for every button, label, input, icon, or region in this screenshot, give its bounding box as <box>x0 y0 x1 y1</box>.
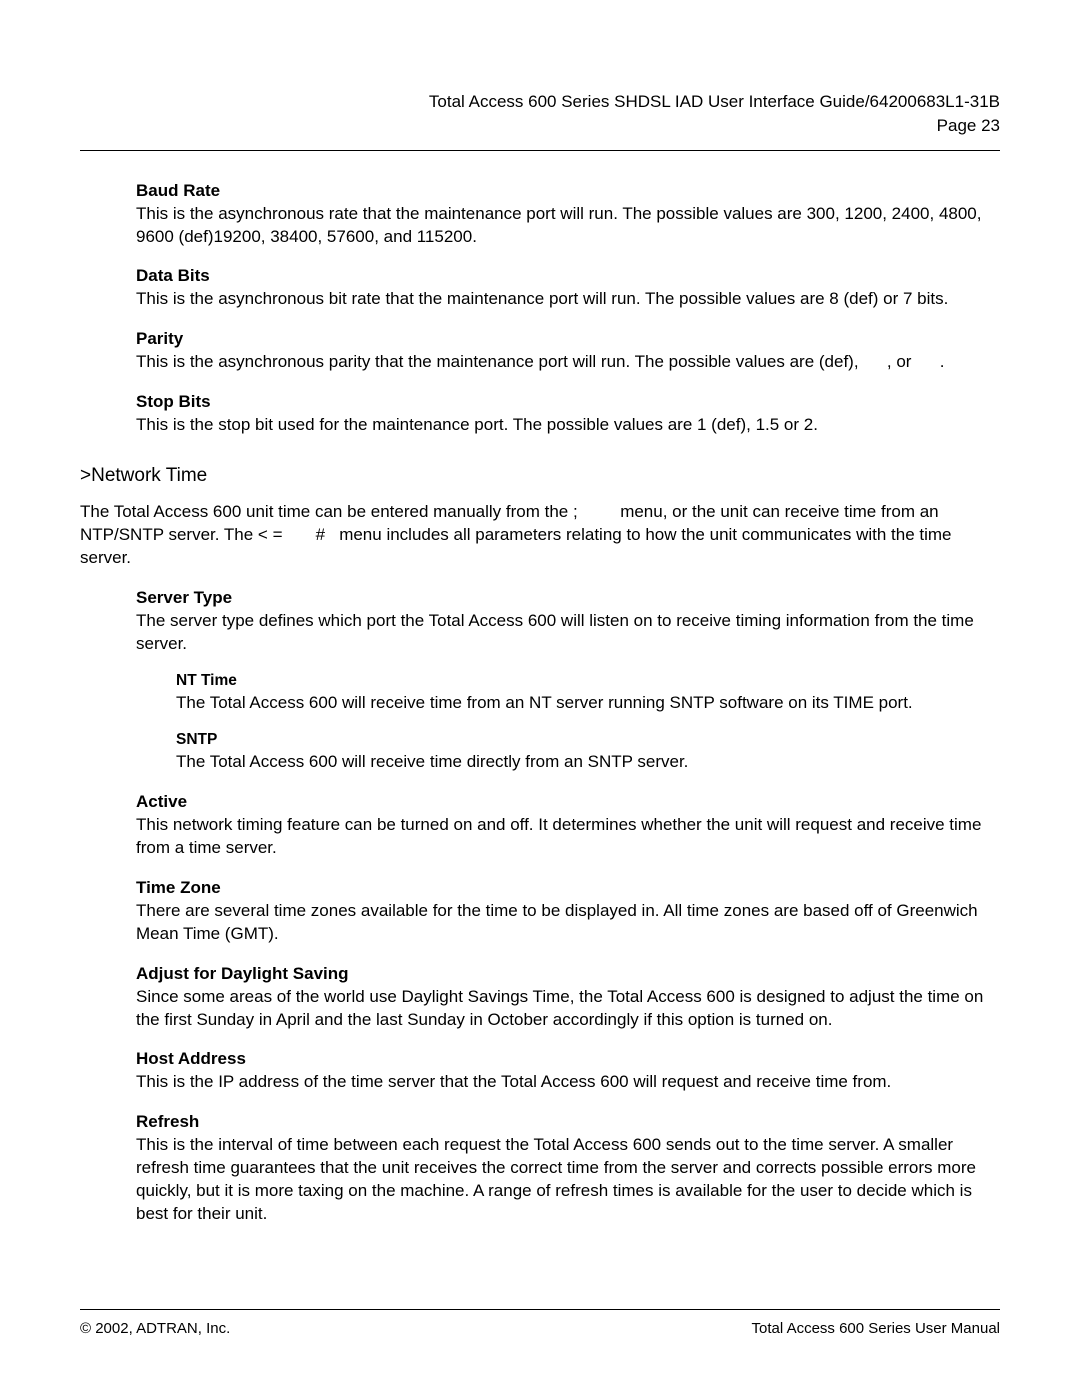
desc-active: This network timing feature can be turne… <box>136 814 1000 860</box>
term-baud-rate: Baud Rate <box>136 181 1000 201</box>
footer-manual: Total Access 600 Series User Manual <box>752 1320 1000 1337</box>
desc-refresh: This is the interval of time between eac… <box>136 1134 1000 1226</box>
desc-sntp: The Total Access 600 will receive time d… <box>176 751 1000 774</box>
term-time-zone: Time Zone <box>136 878 1000 898</box>
content-body: Baud Rate This is the asynchronous rate … <box>80 181 1000 1227</box>
section-network-time: >Network Time <box>80 465 1000 487</box>
desc-time-zone: There are several time zones available f… <box>136 900 1000 946</box>
desc-stop-bits: This is the stop bit used for the mainte… <box>136 414 1000 437</box>
term-host-address: Host Address <box>136 1049 1000 1069</box>
desc-server-type: The server type defines which port the T… <box>136 610 1000 656</box>
footer-row: © 2002, ADTRAN, Inc. Total Access 600 Se… <box>80 1320 1000 1337</box>
term-data-bits: Data Bits <box>136 266 1000 286</box>
term-stop-bits: Stop Bits <box>136 392 1000 412</box>
footer-rule <box>80 1309 1000 1310</box>
page-footer: © 2002, ADTRAN, Inc. Total Access 600 Se… <box>80 1309 1000 1337</box>
term-sntp: SNTP <box>176 731 1000 749</box>
desc-nt-time: The Total Access 600 will receive time f… <box>176 692 1000 715</box>
page-number: Page 23 <box>80 114 1000 138</box>
desc-host-address: This is the IP address of the time serve… <box>136 1071 1000 1094</box>
desc-daylight: Since some areas of the world use Daylig… <box>136 986 1000 1032</box>
term-active: Active <box>136 792 1000 812</box>
term-refresh: Refresh <box>136 1112 1000 1132</box>
doc-title: Total Access 600 Series SHDSL IAD User I… <box>80 90 1000 114</box>
desc-data-bits: This is the asynchronous bit rate that t… <box>136 288 1000 311</box>
intro-network-time: The Total Access 600 unit time can be en… <box>80 501 1000 570</box>
desc-parity: This is the asynchronous parity that the… <box>136 351 1000 374</box>
term-daylight: Adjust for Daylight Saving <box>136 964 1000 984</box>
header-rule <box>80 150 1000 151</box>
term-parity: Parity <box>136 329 1000 349</box>
page-header: Total Access 600 Series SHDSL IAD User I… <box>80 90 1000 138</box>
page-container: Total Access 600 Series SHDSL IAD User I… <box>0 0 1080 1266</box>
footer-copyright: © 2002, ADTRAN, Inc. <box>80 1320 230 1337</box>
server-type-sub: NT Time The Total Access 600 will receiv… <box>136 672 1000 774</box>
term-nt-time: NT Time <box>176 672 1000 690</box>
term-server-type: Server Type <box>136 588 1000 608</box>
desc-baud-rate: This is the asynchronous rate that the m… <box>136 203 1000 249</box>
